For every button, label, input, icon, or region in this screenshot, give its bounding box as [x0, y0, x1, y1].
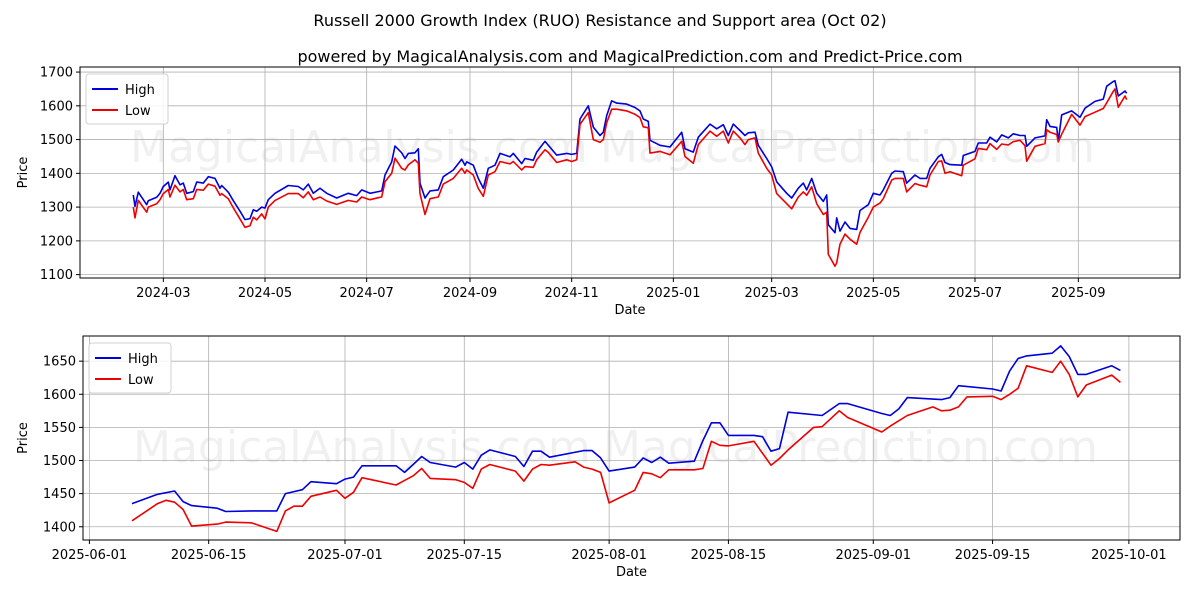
legend: High Low	[85, 73, 169, 125]
legend-label-high: High	[128, 352, 158, 367]
x-tick-label: 2025-05	[846, 286, 900, 301]
x-tick-label: 2025-07	[948, 286, 1002, 301]
y-tick-label: 1600	[43, 388, 76, 403]
x-tick-label: 2025-08-01	[571, 548, 647, 563]
y-axis-label: Price	[16, 157, 31, 189]
legend-label-high: High	[125, 83, 155, 98]
y-tick-label: 1400	[40, 167, 73, 182]
legend-label-low: Low	[125, 104, 151, 119]
legend-box	[85, 73, 169, 125]
x-tick-label: 2025-09-15	[955, 548, 1031, 563]
y-tick-label: 1600	[40, 99, 73, 114]
watermark-magicalanalysis: MagicalAnalysis.com	[130, 122, 588, 173]
y-tick-label: 1450	[43, 487, 76, 502]
x-tick-label: 2025-10-01	[1091, 548, 1167, 563]
x-tick-label: 2025-07-01	[307, 548, 383, 563]
legend: High Low	[88, 342, 172, 394]
chart-title: Russell 2000 Growth Index (RUO) Resistan…	[313, 11, 886, 30]
y-tick-label: 1500	[43, 454, 76, 469]
x-tick-label: 2024-11	[545, 286, 599, 301]
y-tick-label: 1500	[40, 133, 73, 148]
x-tick-label: 2025-07-15	[427, 548, 503, 563]
y-tick-label: 1550	[43, 421, 76, 436]
series-line-low	[132, 88, 1128, 268]
series-line-high	[131, 345, 1121, 513]
y-axis-label: Price	[16, 422, 31, 454]
y-tick-label: 1400	[43, 520, 76, 535]
y-tick-label: 1650	[43, 355, 76, 370]
series-line-low	[131, 360, 1121, 533]
x-axis-label: Date	[614, 303, 645, 318]
y-tick-label: 1300	[40, 201, 73, 216]
x-tick-label: 2025-09-01	[835, 548, 911, 563]
x-tick-label: 2025-06-15	[171, 548, 247, 563]
watermark-magicalprediction: MagicalPrediction.com	[603, 422, 1098, 473]
axes-frame	[82, 335, 1181, 541]
series-line-high	[132, 80, 1128, 234]
x-tick-label: 2024-07	[340, 286, 394, 301]
x-tick-label: 2025-08-15	[691, 548, 767, 563]
top-chart-full-history: MagicalAnalysis.com MagicalPrediction.com…	[16, 66, 1181, 318]
bottom-chart-recent-zoom: MagicalAnalysis.com MagicalPrediction.com…	[16, 335, 1181, 580]
x-axis-label: Date	[616, 565, 647, 580]
x-tick-label: 2025-01	[646, 286, 700, 301]
x-tick-label: 2025-06-01	[52, 548, 128, 563]
chart-subtitle: powered by MagicalAnalysis.com and Magic…	[297, 47, 962, 66]
watermark-magicalprediction: MagicalPrediction.com	[600, 122, 1095, 173]
y-tick-label: 1100	[40, 268, 73, 283]
legend-box	[88, 342, 172, 394]
x-tick-label: 2024-05	[238, 286, 292, 301]
x-tick-label: 2025-03	[745, 286, 799, 301]
legend-label-low: Low	[128, 373, 154, 388]
x-tick-label: 2025-09	[1051, 286, 1105, 301]
watermark-magicalanalysis: MagicalAnalysis.com	[133, 422, 591, 473]
x-tick-label: 2024-03	[136, 286, 190, 301]
axes-frame	[79, 66, 1181, 279]
y-tick-label: 1200	[40, 234, 73, 249]
y-tick-label: 1700	[40, 66, 73, 81]
x-tick-label: 2024-09	[443, 286, 497, 301]
